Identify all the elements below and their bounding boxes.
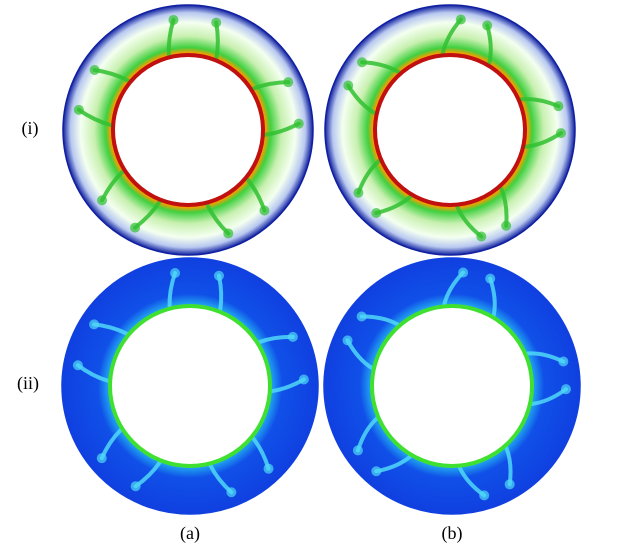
row-label: (ii) <box>17 373 39 394</box>
plume-head <box>96 453 107 464</box>
plume-head <box>501 220 512 231</box>
plume-head <box>343 80 354 91</box>
plume-head <box>371 208 382 219</box>
column-label: (b) <box>442 523 463 544</box>
plume-head <box>213 270 224 281</box>
plume-head <box>353 187 364 198</box>
plume-head <box>263 463 274 474</box>
plume-head <box>555 128 566 139</box>
panels <box>61 4 581 515</box>
plume-head <box>170 267 181 278</box>
plume-head <box>130 222 141 233</box>
plume-head <box>352 445 363 456</box>
plume-head <box>283 77 294 88</box>
plume-head <box>287 331 298 342</box>
plume-head <box>211 17 222 28</box>
plume-head <box>356 311 367 322</box>
column-label: (a) <box>180 523 200 544</box>
plume-head <box>293 118 304 129</box>
plume-head <box>558 356 569 367</box>
inner-rim <box>373 53 527 207</box>
plume-head <box>553 101 564 112</box>
plume-head <box>479 490 490 501</box>
plume-head <box>72 360 83 371</box>
plume-head <box>130 481 141 492</box>
plume-head <box>298 374 309 385</box>
plume-head <box>342 335 353 346</box>
plume-head <box>223 228 234 239</box>
plume-head <box>476 231 487 242</box>
plume-head <box>482 20 493 31</box>
inner-rim <box>108 304 272 468</box>
plume-head <box>455 14 466 25</box>
inner-rim <box>111 53 265 207</box>
plume-head <box>485 273 496 284</box>
plume-head <box>357 57 368 68</box>
plume-head <box>89 64 100 75</box>
plume-head <box>226 487 237 498</box>
plume <box>216 273 224 312</box>
plume-head <box>97 195 108 206</box>
plume-head <box>560 384 571 395</box>
inner-rim <box>370 304 534 468</box>
plume-head <box>504 479 515 490</box>
plume-head <box>371 466 382 477</box>
plume <box>214 20 220 61</box>
plume-head <box>89 319 100 330</box>
plume-head <box>458 267 469 278</box>
plume-head <box>168 14 179 25</box>
plume-head <box>73 104 84 115</box>
row-label: (i) <box>22 118 39 139</box>
plume-head <box>259 205 270 216</box>
